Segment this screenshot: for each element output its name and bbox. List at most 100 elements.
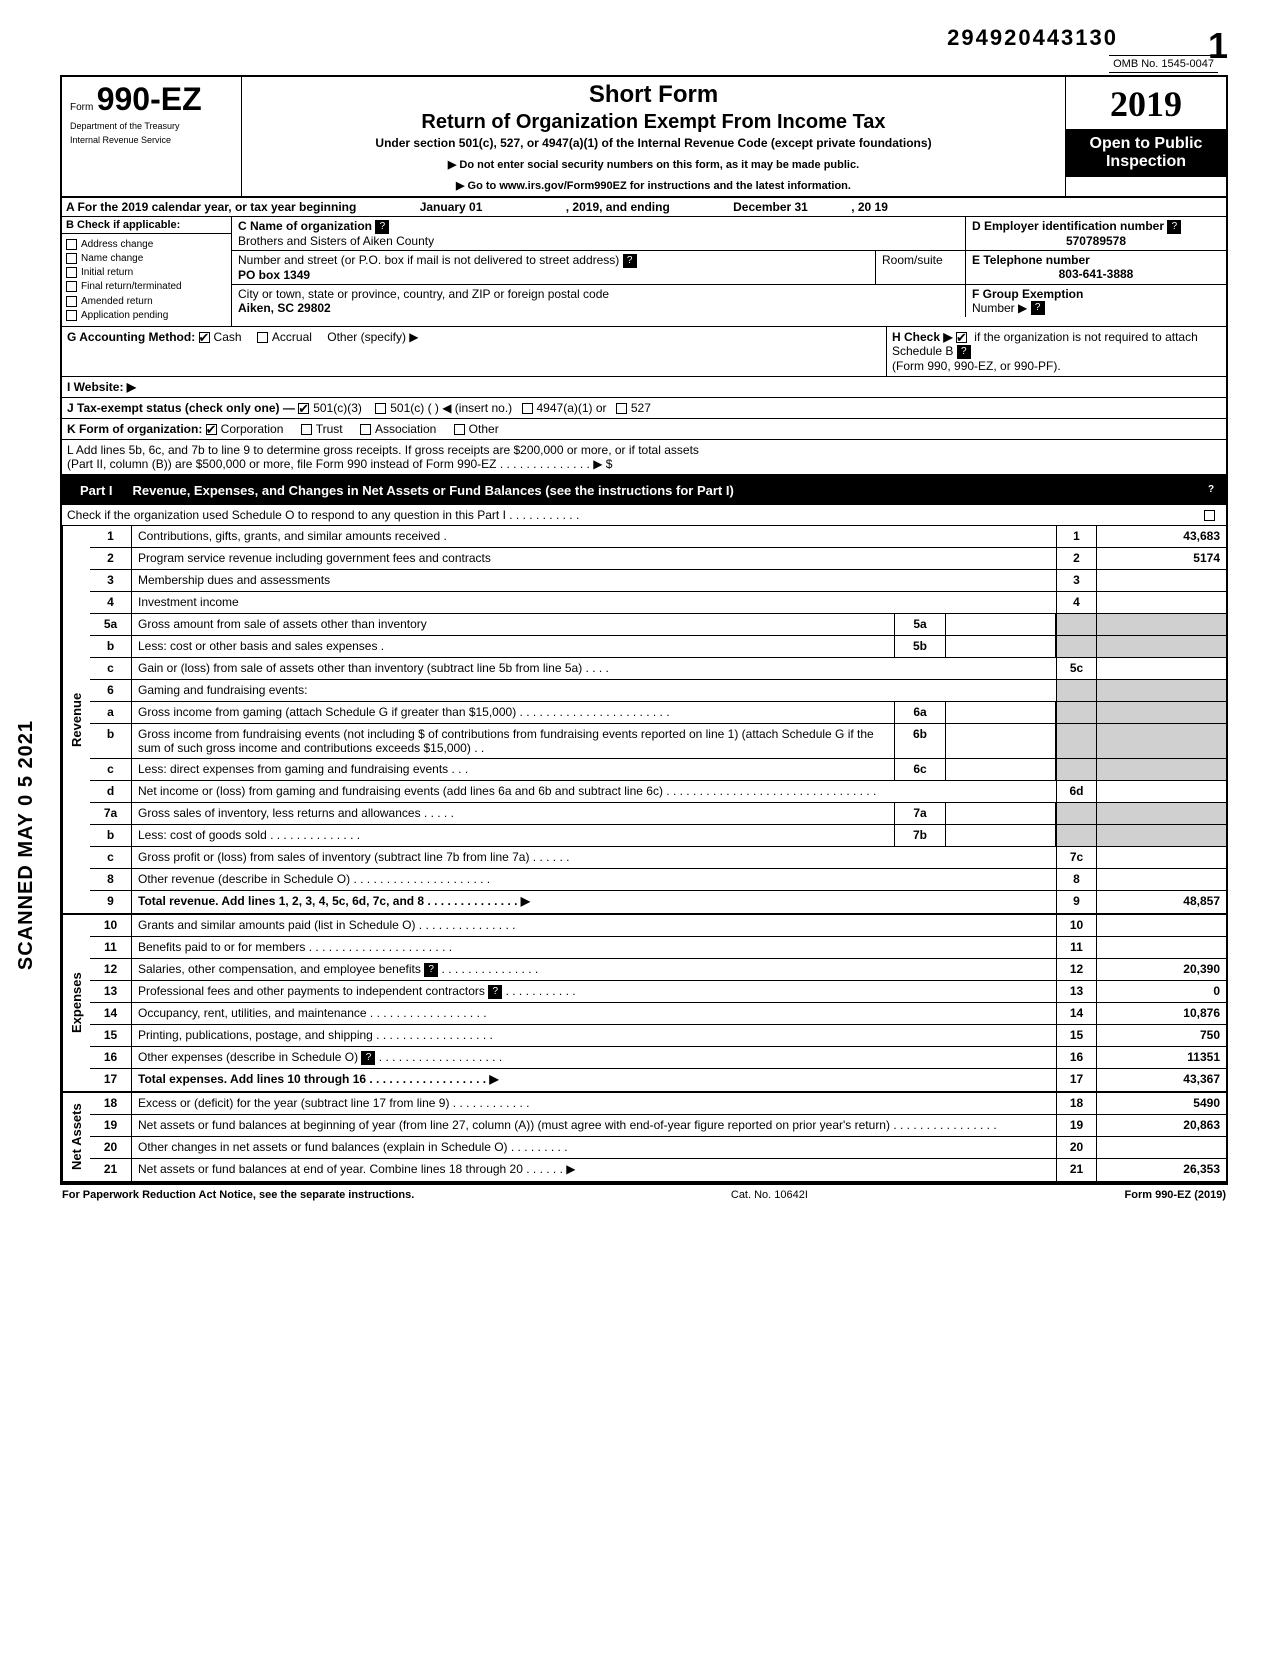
- scan-stamp: SCANNED MAY 0 5 2021: [15, 720, 38, 970]
- line-10-no: 10: [90, 915, 132, 936]
- form-header: Form 990-EZ Department of the Treasury I…: [60, 75, 1228, 198]
- check-accrual[interactable]: [257, 332, 268, 343]
- help-icon[interactable]: ?: [1167, 220, 1181, 234]
- check-h[interactable]: [956, 332, 967, 343]
- line-14-no: 14: [90, 1003, 132, 1024]
- line-16-desc: Other expenses (describe in Schedule O): [138, 1050, 358, 1064]
- line-3-no: 3: [90, 570, 132, 591]
- line-12-no: 12: [90, 959, 132, 980]
- omb-number: OMB No. 1545-0047: [1109, 55, 1218, 73]
- line-8-box: 8: [1056, 869, 1096, 890]
- line-9-box: 9: [1056, 891, 1096, 913]
- check-corp[interactable]: [206, 424, 217, 435]
- line-9-val: 48,857: [1096, 891, 1226, 913]
- label-4947: 4947(a)(1) or: [537, 401, 607, 415]
- line-5c-val: [1096, 658, 1226, 679]
- line-13-no: 13: [90, 981, 132, 1002]
- line-12-box: 12: [1056, 959, 1096, 980]
- line-6c-no: c: [90, 759, 132, 780]
- line-1-desc: Contributions, gifts, grants, and simila…: [132, 526, 1056, 547]
- line-2-box: 2: [1056, 548, 1096, 569]
- street-value: PO box 1349: [238, 268, 869, 282]
- check-final-return[interactable]: [66, 281, 77, 292]
- check-app-pending[interactable]: [66, 310, 77, 321]
- check-cash[interactable]: [199, 332, 210, 343]
- line-5b-no: b: [90, 636, 132, 657]
- line-7b-desc: Less: cost of goods sold . . . . . . . .…: [132, 825, 894, 846]
- line-6-shade: [1056, 680, 1096, 701]
- check-address-change[interactable]: [66, 239, 77, 250]
- help-icon[interactable]: ?: [1031, 301, 1045, 315]
- check-501c[interactable]: [375, 403, 386, 414]
- netassets-section: Net Assets 18Excess or (deficit) for the…: [60, 1093, 1228, 1183]
- footer-left: For Paperwork Reduction Act Notice, see …: [62, 1189, 414, 1201]
- line-10-box: 10: [1056, 915, 1096, 936]
- line-5b-midval: [946, 636, 1056, 657]
- line-1-box: 1: [1056, 526, 1096, 547]
- line-6c-midval: [946, 759, 1056, 780]
- line-h-prefix: H Check ▶: [892, 330, 953, 344]
- check-4947[interactable]: [522, 403, 533, 414]
- line-11-no: 11: [90, 937, 132, 958]
- help-icon[interactable]: ?: [361, 1051, 375, 1065]
- line-g-label: G Accounting Method:: [67, 330, 195, 344]
- revenue-section: Revenue 1Contributions, gifts, grants, a…: [60, 526, 1228, 915]
- line-20-desc: Other changes in net assets or fund bala…: [132, 1137, 1056, 1158]
- check-amended[interactable]: [66, 296, 77, 307]
- section-e-label: E Telephone number: [972, 253, 1090, 267]
- check-initial-return[interactable]: [66, 267, 77, 278]
- line-6c-shade: [1056, 759, 1096, 780]
- check-other-org[interactable]: [454, 424, 465, 435]
- part1-check-text: Check if the organization used Schedule …: [67, 508, 579, 522]
- line-18-val: 5490: [1096, 1093, 1226, 1114]
- help-icon[interactable]: ?: [424, 963, 438, 977]
- section-b-header: B Check if applicable:: [62, 217, 231, 234]
- check-assoc[interactable]: [360, 424, 371, 435]
- line-17-val: 43,367: [1096, 1069, 1226, 1091]
- section-b-c-d-e-f: B Check if applicable: Address change Na…: [60, 217, 1228, 327]
- line-12-desc: Salaries, other compensation, and employ…: [138, 962, 421, 976]
- help-icon[interactable]: ?: [623, 254, 637, 268]
- line-20-box: 20: [1056, 1137, 1096, 1158]
- line-7a-shade2: [1096, 803, 1226, 824]
- line-4-val: [1096, 592, 1226, 613]
- line-17-no: 17: [90, 1069, 132, 1091]
- line-6a-shade: [1056, 702, 1096, 723]
- check-schedule-o[interactable]: [1204, 510, 1215, 521]
- form-prefix: Form: [70, 102, 93, 113]
- help-icon[interactable]: ?: [957, 345, 971, 359]
- line-7c-no: c: [90, 847, 132, 868]
- room-label: Room/suite: [882, 253, 943, 267]
- line-6b-midval: [946, 724, 1056, 758]
- line-14-val: 10,876: [1096, 1003, 1226, 1024]
- line-8-no: 8: [90, 869, 132, 890]
- check-501c3[interactable]: [298, 403, 309, 414]
- help-icon[interactable]: ?: [1204, 483, 1218, 497]
- line-19-val: 20,863: [1096, 1115, 1226, 1136]
- part1-label: Part I: [70, 481, 123, 500]
- check-trust[interactable]: [301, 424, 312, 435]
- line-3-box: 3: [1056, 570, 1096, 591]
- line-21-val: 26,353: [1096, 1159, 1226, 1181]
- line-19-desc: Net assets or fund balances at beginning…: [132, 1115, 1056, 1136]
- street-label: Number and street (or P.O. box if mail i…: [238, 253, 619, 267]
- check-527[interactable]: [616, 403, 627, 414]
- line-4-no: 4: [90, 592, 132, 613]
- line-1-no: 1: [90, 526, 132, 547]
- line-3-desc: Membership dues and assessments: [132, 570, 1056, 591]
- line-5a-shade2: [1096, 614, 1226, 635]
- line-3-val: [1096, 570, 1226, 591]
- check-name-change[interactable]: [66, 253, 77, 264]
- part1-header: Part I Revenue, Expenses, and Changes in…: [60, 476, 1228, 505]
- line-7c-val: [1096, 847, 1226, 868]
- line-6-no: 6: [90, 680, 132, 701]
- help-icon[interactable]: ?: [375, 220, 389, 234]
- part1-check-row: Check if the organization used Schedule …: [60, 505, 1228, 526]
- line-6b-shade2: [1096, 724, 1226, 758]
- line-10-val: [1096, 915, 1226, 936]
- help-icon[interactable]: ?: [488, 985, 502, 999]
- label-final-return: Final return/terminated: [81, 282, 182, 293]
- side-netassets: Net Assets: [62, 1093, 90, 1181]
- line-5b-shade: [1056, 636, 1096, 657]
- line-7b-mid: 7b: [894, 825, 946, 846]
